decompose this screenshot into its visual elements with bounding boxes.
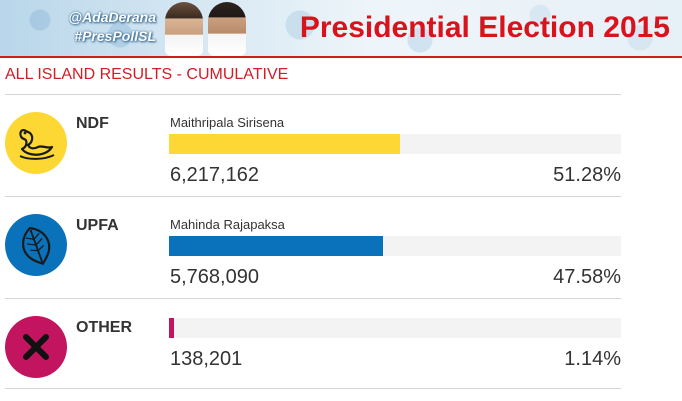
channel-tag: @AdaDerana (68, 9, 156, 25)
candidate-portrait-sirisena (208, 2, 246, 56)
vote-share-fill (169, 236, 383, 256)
vote-percent: 1.14% (564, 348, 621, 370)
divider (5, 298, 621, 299)
section-title: ALL ISLAND RESULTS - CUMULATIVE (5, 66, 289, 83)
divider (5, 196, 621, 197)
hashtag-tag: #PresPollSL (74, 28, 156, 44)
party-name: UPFA (76, 217, 119, 234)
other-emblem (5, 316, 67, 378)
vote-share-fill (169, 134, 400, 154)
result-row-upfa: UPFA Mahinda Rajapaksa 5,768,090 47.58% (0, 198, 682, 298)
betel-leaf-icon (21, 226, 51, 266)
ndf-emblem (5, 112, 67, 174)
vote-percent: 51.28% (553, 164, 621, 186)
divider (5, 388, 621, 389)
swan-icon (19, 129, 55, 160)
vote-count: 138,201 (170, 348, 243, 370)
party-name: NDF (76, 115, 109, 132)
candidate-portrait-rajapaksa (165, 2, 203, 56)
vote-count: 6,217,162 (170, 164, 259, 186)
result-row-ndf: NDF Maithripala Sirisena 6,217,162 51.28… (0, 96, 682, 196)
page-title: Presidential Election 2015 (299, 11, 670, 44)
vote-share-bar (169, 318, 621, 338)
vote-percent: 47.58% (553, 266, 621, 288)
vote-share-bar (169, 134, 621, 154)
party-name: OTHER (76, 319, 132, 336)
vote-share-fill (169, 318, 174, 338)
divider (5, 94, 621, 95)
header-divider (0, 56, 682, 58)
header-banner: @AdaDerana #PresPollSL Presidential Elec… (0, 0, 682, 56)
vote-count: 5,768,090 (170, 266, 259, 288)
result-row-other: OTHER 138,201 1.14% (0, 300, 682, 400)
upfa-emblem (5, 214, 67, 276)
vote-share-bar (169, 236, 621, 256)
cross-icon (23, 334, 49, 360)
banner-background (0, 0, 682, 56)
candidate-name: Maithripala Sirisena (170, 115, 285, 130)
candidate-name: Mahinda Rajapaksa (170, 217, 285, 232)
